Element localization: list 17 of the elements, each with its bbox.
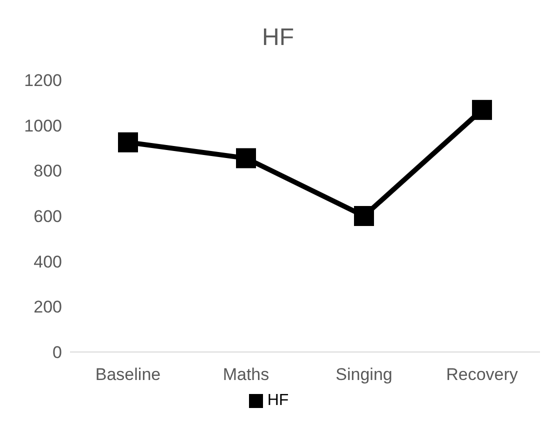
x-tick-label: Baseline — [95, 365, 161, 384]
x-tick-label: Maths — [222, 365, 270, 384]
x-tick-label: Singing — [336, 365, 392, 384]
point — [236, 148, 256, 168]
y-tick-label: 800 — [34, 162, 62, 181]
point — [354, 206, 374, 226]
point — [118, 132, 138, 152]
y-tick-label: 0 — [52, 343, 62, 362]
y-tick-label: 1200 — [24, 71, 62, 90]
y-tick-label: 600 — [34, 207, 62, 226]
point — [472, 100, 492, 120]
legend-label: HF — [267, 392, 289, 409]
chart-title: HF — [261, 23, 295, 53]
y-tick-label: 400 — [34, 252, 62, 272]
y-tick-label: 200 — [34, 298, 62, 317]
y-tick-label: 1000 — [24, 116, 62, 136]
x-tick-label: Recovery — [446, 365, 518, 384]
